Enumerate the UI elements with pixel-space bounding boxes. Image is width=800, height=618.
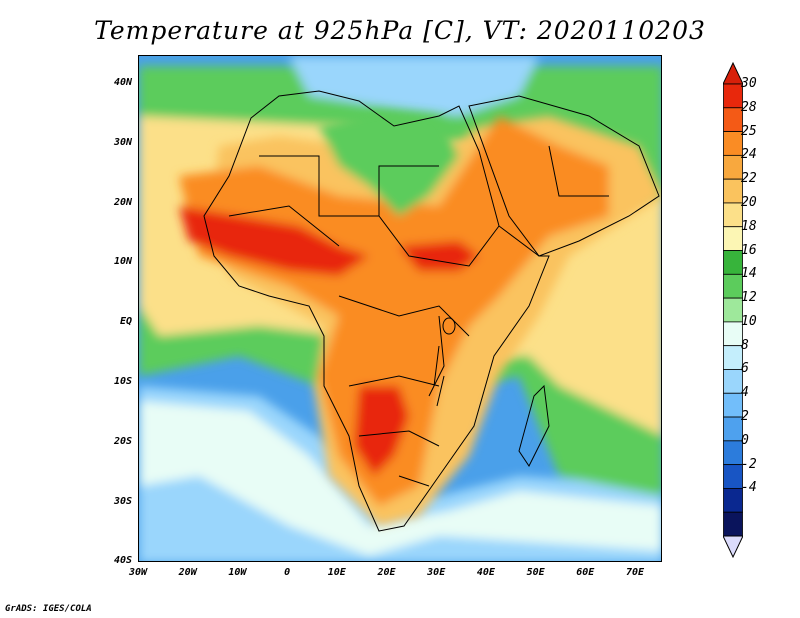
legend-swatch — [723, 321, 743, 347]
legend-swatch — [723, 464, 743, 489]
lake-malawi — [436, 375, 445, 407]
border-2 — [378, 215, 500, 267]
north-africa-green — [319, 111, 459, 216]
ocean-mild-band — [139, 401, 661, 556]
legend-swatch — [723, 83, 743, 109]
legend-swatch — [723, 440, 743, 466]
legend-swatch — [723, 107, 743, 132]
legend-swatch — [723, 369, 743, 394]
arabian-coastline — [468, 95, 660, 257]
lat-tick-label: EQ — [119, 316, 132, 328]
legend-label: 10 — [741, 313, 757, 329]
lat-tick-label: 40S — [113, 555, 132, 567]
legend-swatch — [723, 226, 743, 251]
lon-tick-label: 20E — [377, 567, 396, 578]
lake-tanganyika — [433, 345, 440, 387]
legend-label: 2 — [741, 409, 749, 425]
legend-bottom-arrow — [723, 535, 743, 558]
lon-tick-label: 10E — [327, 567, 346, 578]
border-6 — [398, 475, 430, 487]
legend-swatch — [723, 154, 743, 180]
lat-tick-label: 30N — [113, 136, 132, 148]
legend-swatch — [723, 297, 743, 323]
legend-swatch — [723, 273, 743, 299]
legend-label: 16 — [741, 242, 757, 258]
legend-swatch — [723, 250, 743, 275]
legend-label: -2 — [741, 456, 757, 472]
country-boundaries — [203, 90, 660, 532]
lon-tick-label: 10W — [228, 567, 247, 578]
legend-label: 28 — [741, 99, 757, 115]
map-panel — [138, 55, 662, 562]
land-hot-west-africa — [179, 206, 369, 276]
color-legend-bar — [723, 62, 743, 558]
map-title: Temperature at 925hPa [C], VT: 202011020… — [94, 16, 706, 45]
legend-swatch — [723, 345, 743, 370]
temperature-map — [139, 56, 661, 561]
lat-tick-label: 20S — [113, 435, 132, 447]
legend-label: 0 — [741, 432, 749, 448]
legend-label: 6 — [741, 361, 749, 377]
legend-label: 14 — [741, 266, 757, 282]
border-4 — [348, 375, 440, 387]
legend-label: 30 — [741, 76, 757, 91]
legend-label: 18 — [741, 218, 757, 234]
lon-tick-label: 40E — [476, 567, 495, 578]
legend-swatch — [723, 131, 743, 156]
lon-tick-label: 50E — [526, 567, 545, 578]
legend-label: 20 — [741, 194, 757, 210]
madagascar-coastline — [518, 384, 550, 467]
legend-label: 25 — [741, 123, 757, 139]
legend-swatch — [723, 178, 743, 204]
legend-swatch — [723, 202, 743, 228]
lat-tick-label: 20N — [113, 196, 132, 208]
land-hot-central — [399, 241, 479, 271]
legend-label: 4 — [741, 385, 749, 401]
lon-tick-label: 30W — [128, 567, 148, 578]
land-hot-southern-africa — [354, 386, 409, 476]
lon-tick-label: 60E — [576, 567, 595, 578]
legend-label: 22 — [741, 171, 757, 187]
land-warm-region — [179, 116, 609, 506]
lakes — [433, 317, 456, 407]
legend-label: -4 — [741, 480, 757, 496]
border-1 — [259, 155, 439, 217]
border-8 — [228, 205, 340, 247]
legend-label: 24 — [741, 147, 757, 163]
lon-tick-label: 0 — [284, 567, 291, 578]
legend-swatch — [723, 511, 743, 537]
lake-victoria — [442, 317, 456, 335]
lon-tick-label: 70E — [625, 567, 645, 578]
legend-swatch — [723, 488, 743, 513]
lat-tick-label: 30S — [113, 495, 132, 507]
border-5 — [358, 430, 440, 447]
lon-tick-label: 20W — [178, 567, 197, 578]
lat-tick-label: 10N — [113, 256, 132, 268]
credit-text: GrADS: IGES/COLA — [5, 604, 92, 614]
legend-label: 12 — [741, 290, 757, 306]
legend-swatch — [723, 416, 743, 442]
legend-swatch — [723, 392, 743, 418]
africa-coastline — [203, 90, 550, 532]
legend-top-arrow — [723, 62, 743, 85]
lat-tick-label: 40N — [113, 77, 132, 88]
mediterranean-cool — [289, 56, 539, 116]
lon-tick-label: 30E — [427, 567, 446, 578]
legend-label: 8 — [741, 337, 749, 353]
border-9 — [548, 145, 609, 197]
lat-tick-label: 10S — [113, 376, 132, 387]
